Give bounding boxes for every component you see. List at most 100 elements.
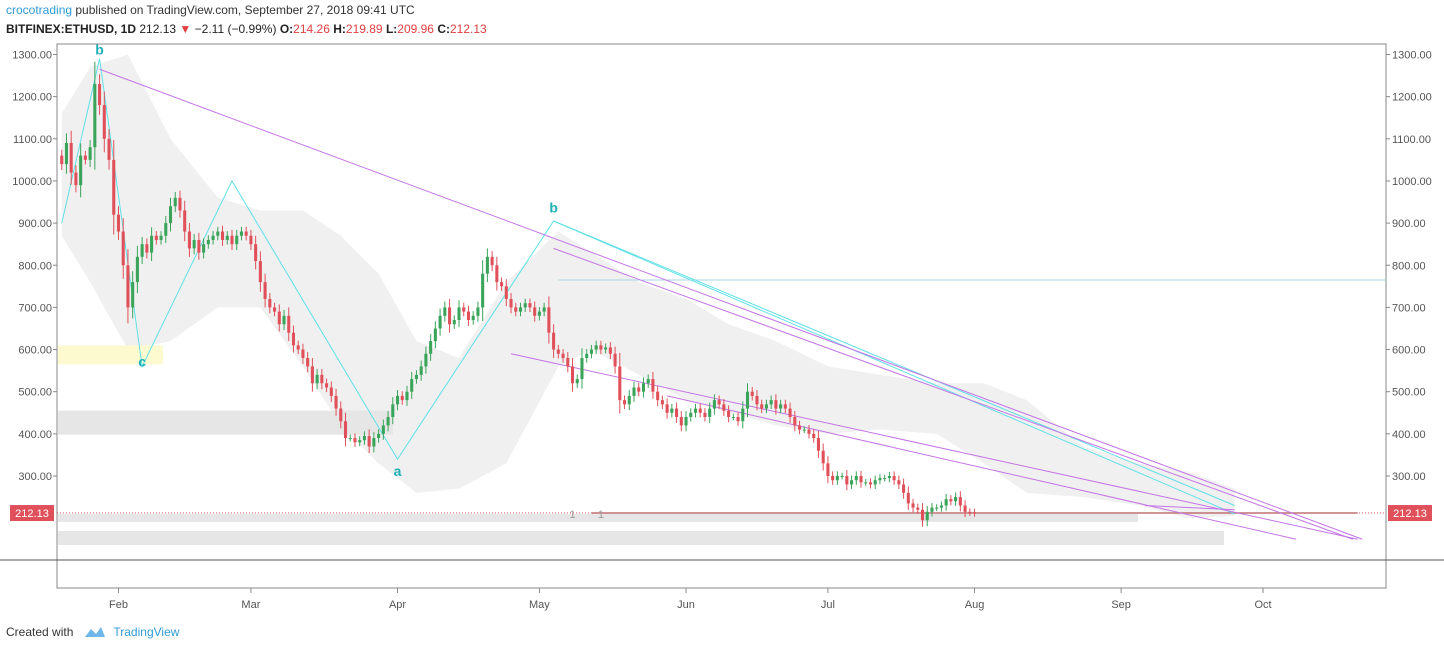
candle <box>656 385 660 407</box>
candle <box>462 302 466 317</box>
candle <box>850 475 854 490</box>
x-tick-label: Oct <box>1254 599 1271 611</box>
last-price-tag-text: 212.13 <box>1393 508 1427 520</box>
candle-body <box>405 391 409 401</box>
candle <box>954 492 958 506</box>
candle <box>249 229 253 251</box>
candle-body <box>471 315 475 321</box>
candle-body <box>107 138 111 160</box>
y-tick-label-right: 900.00 <box>1392 218 1426 230</box>
zone-label: 1 <box>598 509 604 521</box>
candle-body <box>126 265 130 308</box>
candle-body <box>750 391 754 396</box>
candle-body <box>594 345 598 350</box>
candle-body <box>145 244 149 253</box>
candle-body <box>708 408 712 417</box>
candle-body <box>410 379 414 392</box>
candle <box>689 408 693 422</box>
candle-body <box>112 159 116 215</box>
candle-body <box>741 408 745 422</box>
candle-body <box>69 143 73 173</box>
candle <box>495 256 499 291</box>
candle <box>897 475 901 490</box>
candle <box>972 508 977 517</box>
y-tick-label-right: 400.00 <box>1392 429 1426 441</box>
candle-body <box>183 210 187 232</box>
candle-body <box>116 214 121 232</box>
y-tick-label-left: 500.00 <box>18 387 52 399</box>
tradingview-link[interactable]: TradingView <box>113 625 180 639</box>
candle-body <box>60 155 64 165</box>
candle-body <box>287 315 291 333</box>
candle-body <box>424 353 428 367</box>
candle-body <box>887 476 891 479</box>
candle-body <box>627 395 631 405</box>
candle <box>358 436 362 447</box>
support-zone-grey <box>58 410 393 435</box>
candle-body <box>850 480 854 485</box>
candle-body <box>273 307 277 312</box>
candle-body <box>98 84 102 106</box>
candle-body <box>476 307 480 316</box>
candle-body <box>679 416 683 426</box>
candle-body <box>348 438 352 440</box>
candle <box>651 371 655 399</box>
candle-body <box>826 463 830 476</box>
candle <box>660 395 664 409</box>
author-link[interactable]: crocotrading <box>6 3 73 17</box>
candle <box>471 311 475 325</box>
candle-body <box>315 374 319 384</box>
candle <box>854 471 858 485</box>
candle-body <box>859 476 863 483</box>
candle-body <box>906 492 910 504</box>
candle-body <box>150 235 154 253</box>
candle <box>585 349 589 363</box>
candle-body <box>873 480 877 485</box>
candle-body <box>812 433 816 439</box>
candle-body <box>840 476 844 477</box>
candle-body <box>793 416 797 426</box>
support-zone-bottom <box>58 531 1224 545</box>
candle <box>405 385 409 407</box>
candle-body <box>561 353 565 358</box>
y-tick-label-left: 600.00 <box>18 345 52 357</box>
candle <box>618 352 622 414</box>
candle <box>840 472 844 480</box>
candle-body <box>547 307 551 333</box>
candle <box>887 471 891 483</box>
candle <box>192 234 196 255</box>
symbol-info: BITFINEX:ETHUSD, 1D 212.13 ▼ −2.11 (−0.9… <box>6 22 487 36</box>
candle-body <box>963 505 967 512</box>
candle <box>783 399 787 414</box>
candle-body <box>703 412 707 417</box>
candle-body <box>135 256 139 283</box>
candle-body <box>93 84 97 148</box>
candle <box>594 340 598 355</box>
candle-body <box>386 416 390 426</box>
candle <box>386 411 390 432</box>
candle <box>949 495 953 506</box>
candle-body <box>466 311 471 321</box>
candle-body <box>845 476 849 485</box>
candle <box>178 190 182 218</box>
price-chart[interactable]: 300.00 300.00 400.00 400.00 500.00 500.00 600.… <box>0 0 1444 620</box>
candle-body <box>854 476 858 481</box>
candle-body <box>802 429 806 431</box>
last-price-tag-left: 212.13 <box>10 505 54 522</box>
candle-body <box>429 341 433 354</box>
candle-body <box>760 404 764 409</box>
y-tick-label-left: 400.00 <box>18 429 52 441</box>
candle-body <box>637 387 641 392</box>
candle-body <box>301 349 305 358</box>
candle-body <box>88 147 92 160</box>
candle-body <box>452 320 456 325</box>
candle <box>514 302 518 317</box>
candle <box>722 399 726 416</box>
candle <box>859 470 863 488</box>
candle <box>523 298 527 313</box>
candle-body <box>462 307 466 312</box>
candle-body <box>367 435 371 447</box>
candle <box>845 470 849 491</box>
candle-body <box>325 383 329 388</box>
candle <box>637 382 641 397</box>
